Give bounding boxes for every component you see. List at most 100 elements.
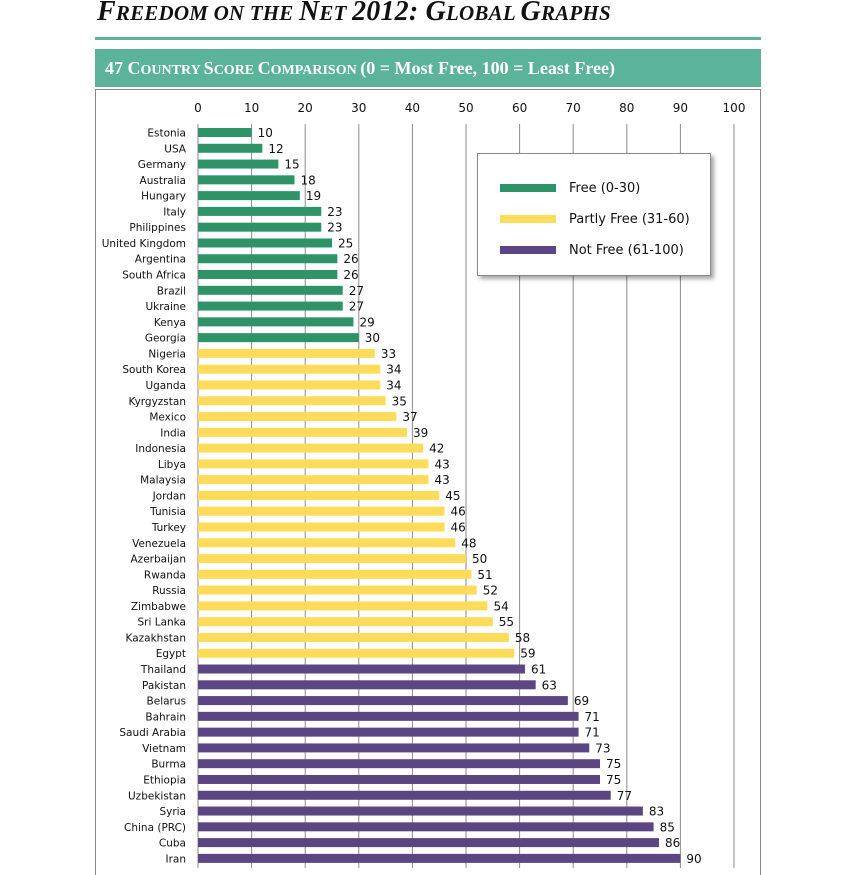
category-label: Burma bbox=[151, 759, 186, 771]
category-label: Argentina bbox=[135, 254, 186, 266]
legend-label-not-free: Not Free (61-100) bbox=[569, 242, 684, 258]
category-label: Uzbekistan bbox=[128, 790, 186, 802]
bar bbox=[198, 427, 408, 437]
value-label: 90 bbox=[686, 852, 701, 866]
x-tick-label: 60 bbox=[512, 101, 527, 115]
category-label: Jordan bbox=[152, 490, 186, 502]
value-label: 75 bbox=[606, 757, 621, 771]
bar bbox=[198, 822, 654, 832]
bar bbox=[198, 774, 600, 784]
value-label: 35 bbox=[392, 394, 407, 408]
value-label: 12 bbox=[268, 142, 283, 156]
category-label: Venezuela bbox=[132, 538, 186, 550]
category-label: Bahrain bbox=[145, 711, 186, 723]
bar bbox=[198, 522, 445, 532]
value-label: 30 bbox=[365, 331, 380, 345]
category-label: Kazakhstan bbox=[126, 632, 187, 644]
x-tick-label: 20 bbox=[298, 101, 313, 115]
value-label: 27 bbox=[349, 284, 364, 298]
value-label: 61 bbox=[531, 663, 546, 677]
bar bbox=[198, 569, 472, 579]
category-label: Italy bbox=[163, 206, 186, 218]
category-label: Azerbaijan bbox=[131, 554, 187, 566]
value-label: 63 bbox=[542, 678, 557, 692]
bar bbox=[198, 743, 590, 753]
legend-label-free: Free (0-30) bbox=[569, 180, 641, 196]
x-tick-label: 90 bbox=[673, 101, 688, 115]
bar bbox=[198, 727, 579, 737]
value-label: 43 bbox=[434, 457, 449, 471]
value-label: 23 bbox=[327, 221, 342, 235]
category-label: Egypt bbox=[156, 648, 186, 660]
bar bbox=[198, 475, 429, 485]
value-label: 37 bbox=[402, 410, 417, 424]
bar bbox=[198, 601, 488, 611]
category-label: Nigeria bbox=[148, 348, 186, 360]
category-label: Kyrgyzstan bbox=[128, 396, 186, 408]
category-label: Zimbabwe bbox=[131, 601, 186, 613]
legend-label-partly-free: Partly Free (31-60) bbox=[569, 211, 690, 227]
category-label: United Kingdom bbox=[102, 238, 186, 250]
bar bbox=[198, 380, 381, 390]
value-label: 34 bbox=[386, 363, 401, 377]
value-label: 26 bbox=[343, 252, 358, 266]
chart-frame bbox=[95, 89, 761, 875]
bar bbox=[198, 506, 445, 516]
value-label: 75 bbox=[606, 773, 621, 787]
bar bbox=[198, 222, 322, 232]
value-label: 15 bbox=[284, 158, 299, 172]
category-label: India bbox=[160, 427, 186, 439]
category-label: Germany bbox=[138, 159, 186, 171]
category-label: Malaysia bbox=[140, 475, 186, 487]
bar bbox=[198, 853, 681, 863]
value-label: 10 bbox=[258, 126, 273, 140]
bar bbox=[198, 617, 493, 627]
x-tick-label: 100 bbox=[723, 101, 746, 115]
category-label: South Africa bbox=[122, 270, 186, 282]
bar bbox=[198, 191, 300, 201]
value-label: 34 bbox=[386, 378, 401, 392]
value-label: 54 bbox=[493, 599, 508, 613]
category-label: Ethiopia bbox=[143, 774, 186, 786]
value-label: 73 bbox=[595, 741, 610, 755]
category-label: Georgia bbox=[145, 333, 186, 345]
x-tick-label: 80 bbox=[619, 101, 634, 115]
value-label: 42 bbox=[429, 442, 444, 456]
x-tick-label: 70 bbox=[566, 101, 581, 115]
value-label: 18 bbox=[300, 173, 315, 187]
bar bbox=[198, 333, 359, 343]
value-label: 39 bbox=[413, 426, 428, 440]
bar bbox=[198, 443, 424, 453]
bar bbox=[198, 664, 525, 674]
value-label: 58 bbox=[515, 631, 530, 645]
x-tick-label: 40 bbox=[405, 101, 420, 115]
bar bbox=[198, 412, 397, 422]
category-label: South Korea bbox=[122, 364, 186, 376]
category-label: Estonia bbox=[147, 128, 186, 140]
chart-banner: 47 COUNTRY SCORE COMPARISON (0 = Most Fr… bbox=[95, 49, 761, 87]
chart-legend: Free (0-30) Partly Free (31-60) Not Free… bbox=[477, 153, 711, 276]
legend-swatch-free bbox=[500, 184, 556, 192]
category-label: Libya bbox=[158, 459, 186, 471]
bar bbox=[198, 585, 477, 595]
x-tick-label: 50 bbox=[458, 101, 473, 115]
category-label: Turkey bbox=[151, 522, 186, 534]
bar bbox=[198, 128, 252, 137]
category-label: Pakistan bbox=[142, 680, 186, 692]
category-label: Saudi Arabia bbox=[119, 727, 186, 739]
category-label: Hungary bbox=[141, 191, 186, 203]
bar bbox=[198, 285, 343, 295]
bar bbox=[198, 238, 332, 248]
category-label: Kenya bbox=[154, 317, 186, 329]
bar bbox=[198, 348, 375, 358]
bar bbox=[198, 317, 354, 327]
x-tick-label: 30 bbox=[351, 101, 366, 115]
value-label: 43 bbox=[434, 473, 449, 487]
category-labels: Estonia USA Germany Australia Hungary Italy Ph… bbox=[102, 128, 187, 866]
value-label: 45 bbox=[445, 489, 460, 503]
value-label: 71 bbox=[585, 710, 600, 724]
bar bbox=[198, 538, 456, 548]
category-label: Rwanda bbox=[144, 569, 186, 581]
bar bbox=[198, 254, 338, 264]
